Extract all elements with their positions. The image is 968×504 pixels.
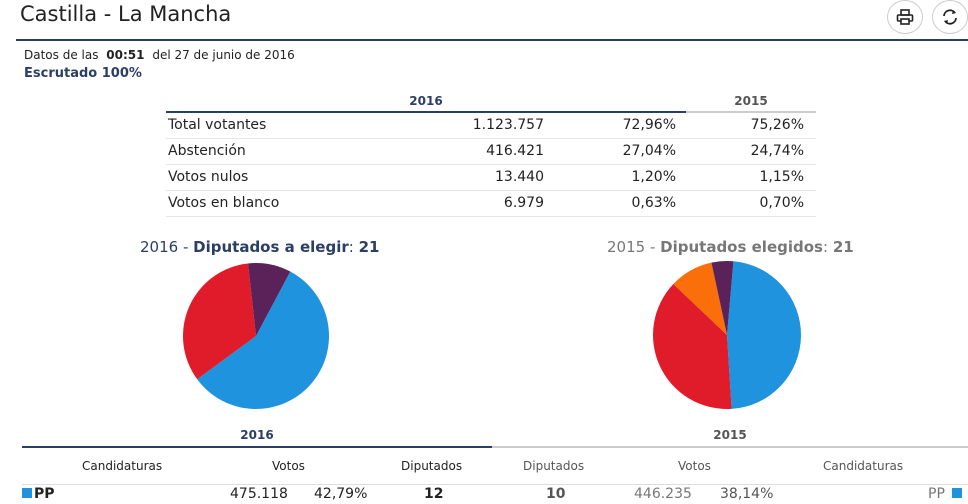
pie-slice <box>653 283 732 409</box>
chart-sep: - <box>178 238 194 256</box>
table-row: PP 475.118 42,79% 12 10 446.235 38,14% P… <box>22 484 968 504</box>
party-swatch <box>22 486 32 502</box>
col-diputados-prev[interactable]: Diputados <box>523 459 585 473</box>
row-pct-prev: 75,26% <box>750 117 804 133</box>
refresh-button[interactable] <box>932 0 968 34</box>
print-button[interactable] <box>887 0 923 34</box>
chart-label: Diputados a elegir <box>193 238 349 256</box>
summary-table: 2016 2015 Total votantes 1.123.757 72,96… <box>166 91 816 217</box>
chart-value: 21 <box>832 238 854 256</box>
summary-year-2016: 2016 <box>166 91 686 113</box>
row-votes: 416.421 <box>486 143 544 159</box>
col-candidaturas[interactable]: Candidaturas <box>82 459 163 473</box>
pie-slice <box>727 261 802 409</box>
chart-sep: - <box>645 238 661 256</box>
row-pct: 1,20% <box>631 169 676 185</box>
col-votos[interactable]: Votos <box>272 459 305 473</box>
party-votes-prev: 446.235 <box>634 486 692 502</box>
pie-chart-2015 <box>653 261 802 409</box>
results-column-headers: Candidaturas Votos Diputados Diputados V… <box>22 448 968 485</box>
refresh-icon <box>943 9 957 25</box>
party-votes: 475.118 <box>230 486 288 502</box>
data-timestamp: Datos de las 00:51 del 27 de junio de 20… <box>24 48 295 62</box>
row-pct-prev: 0,70% <box>759 195 804 211</box>
results-year-2015: 2015 <box>492 424 968 448</box>
meta-date: del 27 de junio de 2016 <box>152 48 295 62</box>
party-seats: 12 <box>424 486 444 502</box>
chart-year: 2016 <box>140 238 179 256</box>
summary-row: Votos en blanco 6.979 0,63% 0,70% <box>166 191 816 217</box>
print-icon <box>896 9 914 25</box>
row-votes: 13.440 <box>495 169 544 185</box>
chart-value: 21 <box>358 238 380 256</box>
meta-prefix: Datos de las <box>24 48 99 62</box>
row-pct: 27,04% <box>622 143 676 159</box>
pie-slice <box>248 263 291 336</box>
row-label: Total votantes <box>168 117 267 133</box>
col-candidaturas-prev[interactable]: Candidaturas <box>823 459 904 473</box>
col-diputados[interactable]: Diputados <box>401 459 463 473</box>
escrutado-status: Escrutado 100% <box>24 66 142 81</box>
summary-row: Votos nulos 13.440 1,20% 1,15% <box>166 165 816 191</box>
page-title: Castilla - La Mancha <box>20 2 232 26</box>
row-label: Abstención <box>168 143 246 159</box>
row-label: Votos en blanco <box>168 195 280 211</box>
row-label: Votos nulos <box>168 169 249 185</box>
party-pct: 42,79% <box>314 486 368 502</box>
pie-slice <box>183 263 256 380</box>
header-divider <box>16 39 968 41</box>
chart-title-2015: 2015 - Diputados elegidos: 21 <box>607 238 854 256</box>
pie-slice <box>673 262 727 335</box>
row-pct: 0,63% <box>631 195 676 211</box>
party-name: PP <box>34 486 55 502</box>
pie-slice <box>711 261 734 335</box>
row-pct-prev: 24,74% <box>750 143 804 159</box>
party-seats-prev: 10 <box>546 486 566 502</box>
chart-year: 2015 <box>607 238 646 256</box>
summary-row: Abstención 416.421 27,04% 24,74% <box>166 139 816 165</box>
summary-row: Total votantes 1.123.757 72,96% 75,26% <box>166 113 816 139</box>
row-votes: 6.979 <box>503 195 544 211</box>
party-swatch-prev <box>952 486 962 502</box>
pie-slice <box>197 271 329 409</box>
meta-time: 00:51 <box>106 48 145 62</box>
chart-colon: : <box>822 238 833 256</box>
chart-label: Diputados elegidos <box>660 238 823 256</box>
chart-colon: : <box>348 238 359 256</box>
col-votos-prev[interactable]: Votos <box>678 459 711 473</box>
summary-year-2015: 2015 <box>686 91 816 113</box>
row-votes: 1.123.757 <box>472 117 544 133</box>
row-pct-prev: 1,15% <box>759 169 804 185</box>
party-pct-prev: 38,14% <box>720 486 774 502</box>
pie-chart-2016 <box>183 263 329 409</box>
chart-title-2016: 2016 - Diputados a elegir: 21 <box>140 238 379 256</box>
party-name-prev: PP <box>928 486 945 502</box>
results-year-2016: 2016 <box>22 424 492 448</box>
row-pct: 72,96% <box>622 117 676 133</box>
